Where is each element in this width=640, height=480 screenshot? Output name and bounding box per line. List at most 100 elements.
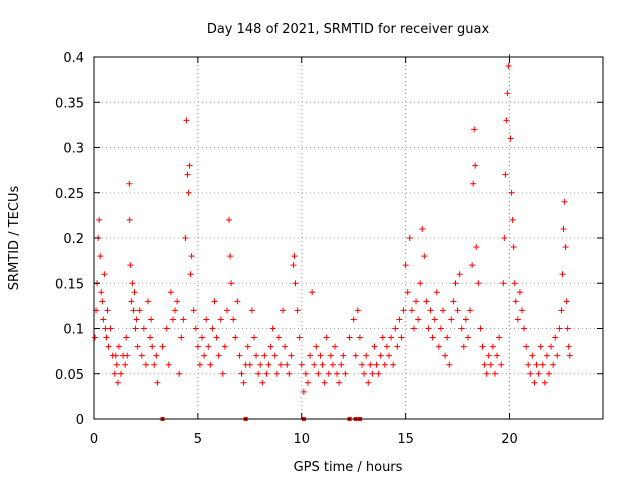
data-point	[413, 298, 420, 305]
data-point	[329, 361, 336, 368]
data-point	[400, 307, 407, 314]
data-point	[371, 343, 378, 350]
y-tick-label: 0.2	[63, 232, 84, 247]
data-point	[111, 370, 118, 377]
data-point	[535, 370, 542, 377]
data-point	[533, 361, 540, 368]
data-point	[238, 370, 245, 377]
y-tick-label: 0.15	[55, 277, 84, 292]
data-point	[410, 325, 417, 332]
data-point	[280, 307, 287, 314]
data-point	[114, 379, 121, 386]
data-point	[319, 361, 326, 368]
data-point	[118, 370, 125, 377]
data-point	[563, 298, 570, 305]
axis-ticks	[93, 56, 603, 420]
data-point	[340, 352, 347, 359]
data-point	[101, 271, 108, 278]
data-point	[512, 298, 519, 305]
data-point	[454, 307, 461, 314]
data-point	[489, 343, 496, 350]
data-point	[226, 216, 233, 223]
data-point	[267, 343, 274, 350]
data-point	[471, 126, 478, 133]
data-point	[402, 262, 409, 269]
data-point	[98, 289, 105, 296]
data-point	[511, 280, 518, 287]
data-point	[518, 307, 525, 314]
data-point	[211, 298, 218, 305]
data-point	[232, 334, 239, 341]
data-point	[496, 334, 503, 341]
data-point	[450, 298, 457, 305]
data-point	[377, 352, 384, 359]
data-point	[205, 343, 212, 350]
data-point	[165, 361, 172, 368]
data-point	[336, 379, 343, 386]
data-point	[356, 334, 363, 341]
data-point	[381, 361, 388, 368]
data-point	[523, 343, 530, 350]
data-point	[298, 361, 305, 368]
data-point	[188, 253, 195, 260]
data-point	[311, 361, 318, 368]
data-point	[309, 289, 316, 296]
data-point	[145, 298, 152, 305]
data-point	[192, 325, 199, 332]
x-tick-labels: 0 5 10 15 20	[90, 432, 518, 447]
data-point	[510, 244, 517, 251]
data-point	[470, 180, 477, 187]
data-point	[136, 307, 143, 314]
data-point	[307, 352, 314, 359]
data-point	[178, 334, 185, 341]
data-point	[537, 343, 544, 350]
data-point	[100, 316, 107, 323]
data-point	[273, 370, 280, 377]
data-point	[294, 307, 301, 314]
data-point	[365, 379, 372, 386]
y-tick-label: 0.35	[55, 96, 84, 111]
y-tick-labels: 0 0.05 0.1 0.15 0.2 0.25 0.3 0.35 0.4	[55, 51, 84, 428]
data-point	[104, 307, 111, 314]
data-point	[321, 379, 328, 386]
data-point	[467, 307, 474, 314]
data-point	[124, 352, 131, 359]
data-point	[398, 334, 405, 341]
data-point	[217, 316, 224, 323]
data-point	[102, 325, 109, 332]
data-point	[201, 352, 208, 359]
data-point	[275, 334, 282, 341]
data-point	[408, 307, 415, 314]
data-point	[394, 343, 401, 350]
data-point	[396, 316, 403, 323]
data-point	[456, 271, 463, 278]
data-point	[183, 117, 190, 124]
data-point	[501, 235, 508, 241]
data-point	[421, 253, 428, 260]
data-point	[487, 361, 494, 368]
data-point	[375, 370, 382, 377]
data-point	[435, 343, 442, 350]
data-point	[186, 162, 193, 169]
data-point	[323, 334, 330, 341]
data-point	[469, 262, 476, 269]
data-point	[527, 370, 534, 377]
data-point	[475, 280, 482, 287]
data-point	[292, 280, 299, 287]
data-point	[151, 361, 158, 368]
data-point	[126, 216, 133, 223]
data-point	[444, 334, 451, 341]
data-point	[369, 370, 376, 377]
data-point	[419, 225, 426, 232]
data-point	[203, 316, 210, 323]
data-point	[248, 307, 255, 314]
data-point	[392, 325, 399, 332]
data-point	[194, 343, 201, 350]
y-tick-label: 0	[76, 413, 84, 428]
data-point	[131, 289, 138, 296]
data-point	[334, 370, 341, 377]
data-point	[331, 343, 338, 350]
data-point	[500, 280, 507, 287]
data-point	[352, 352, 359, 359]
data-point	[545, 370, 552, 377]
